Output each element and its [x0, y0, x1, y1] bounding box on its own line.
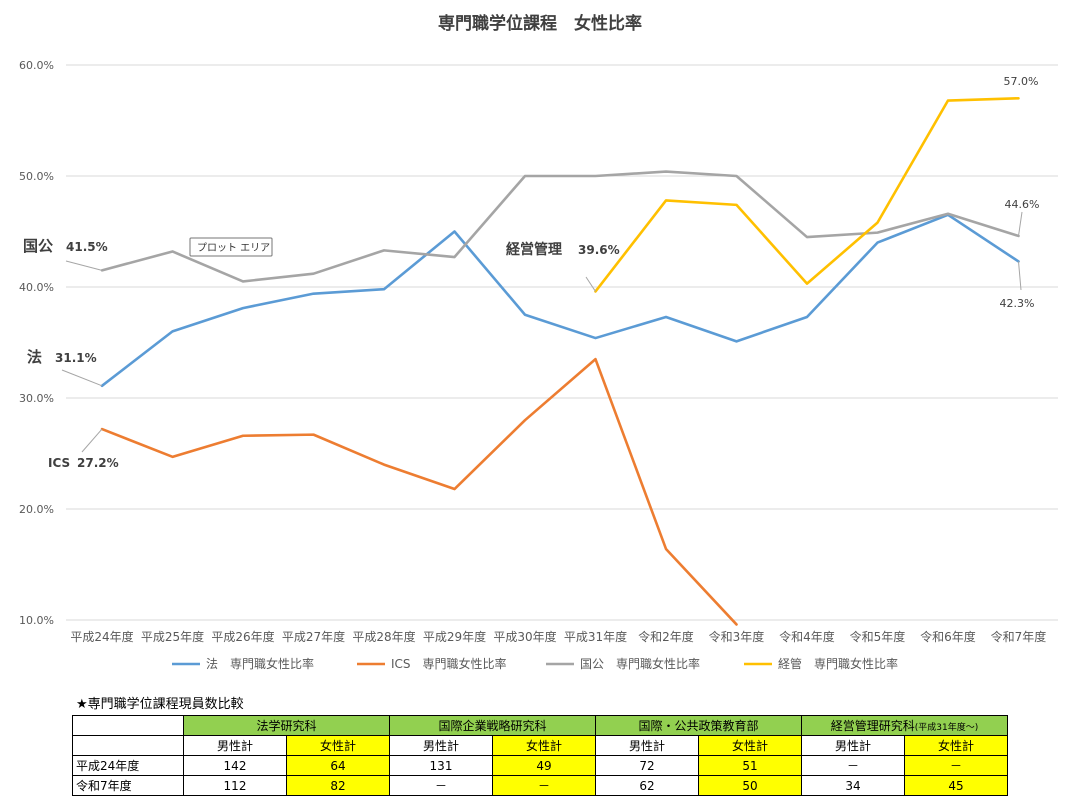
x-tick-label: 平成26年度 [211, 629, 274, 644]
subheader-male: 男性計 [389, 735, 493, 756]
annotation-label: 国公 [23, 237, 53, 255]
y-tick-label: 20.0% [19, 503, 54, 516]
group-header-public-policy: 国際・公共政策教育部 [595, 715, 802, 736]
subheader-male: 男性計 [801, 735, 905, 756]
subheader-blank [72, 735, 184, 756]
table-cell: 34 [801, 775, 905, 796]
series-line-1 [100, 213, 1020, 388]
annotation-label: ICS [48, 456, 70, 470]
subheader-female: 女性計 [698, 735, 802, 756]
table-cell: 49 [492, 755, 596, 776]
subheader-female: 女性計 [904, 735, 1008, 756]
table-cell: 72 [595, 755, 699, 776]
annotation-value: 39.6% [578, 243, 620, 257]
table-cell: 51 [698, 755, 802, 776]
subheader-female: 女性計 [492, 735, 596, 756]
table-cell: 82 [286, 775, 390, 796]
x-tick-label: 平成24年度 [70, 629, 133, 644]
series-line-4 [594, 97, 1020, 293]
x-tick-label: 令和3年度 [709, 629, 765, 644]
annotation-value: 42.3% [1000, 297, 1035, 310]
plot-area-tooltip-label: プロット エリア [197, 242, 270, 254]
x-tick-label: 令和2年度 [638, 629, 694, 644]
y-tick-label: 60.0% [19, 59, 54, 72]
leader-line [61, 369, 103, 387]
annotation-value: 57.0% [1004, 75, 1039, 88]
leader-line [1018, 261, 1022, 291]
subheader-female: 女性計 [286, 735, 390, 756]
x-tick-label: 平成28年度 [352, 629, 415, 644]
annotation-value: 31.1% [55, 351, 97, 365]
table-cell: 131 [389, 755, 493, 776]
y-tick-label: 10.0% [19, 614, 54, 627]
row-label: 令和7年度 [72, 775, 184, 796]
leader-line [65, 260, 103, 271]
annotation-value: 27.2% [77, 456, 119, 470]
comparison-table: 法学研究科 国際企業戦略研究科 国際・公共政策教育部 経営管理研究科(平成31年… [72, 715, 1008, 796]
x-tick-label: 令和4年度 [779, 629, 835, 644]
group-header-business: 経営管理研究科(平成31年度～) [801, 715, 1008, 736]
leader-line [585, 276, 596, 292]
x-tick-label: 令和5年度 [850, 629, 906, 644]
table-cell: 112 [183, 775, 287, 796]
table-cell: 62 [595, 775, 699, 796]
y-tick-label: 30.0% [19, 392, 54, 405]
leader-line [1018, 211, 1023, 237]
subheader-male: 男性計 [183, 735, 287, 756]
table-cell: － [801, 755, 905, 776]
legend-label-4: 経管 専門職女性比率 [778, 656, 898, 671]
group-header-law: 法学研究科 [183, 715, 390, 736]
line-chart: 専門職学位課程 女性比率 10.0% 20.0% 30.0% 40.0% 50.0% 60… [19, 13, 1058, 671]
row-label: 平成24年度 [72, 755, 184, 776]
x-tick-label: 令和7年度 [991, 629, 1047, 644]
x-tick-label: 平成30年度 [493, 629, 556, 644]
subheader-male: 男性計 [595, 735, 699, 756]
table-row: 平成24年度 142 64 131 49 72 51 － － [72, 755, 1008, 776]
x-tick-label: 平成25年度 [141, 629, 204, 644]
table-cell: － [389, 775, 493, 796]
annotation-label: 法 [27, 348, 42, 366]
chart-title: 専門職学位課程 女性比率 [438, 13, 642, 34]
x-tick-label: 令和6年度 [920, 629, 976, 644]
table-corner-cell [72, 715, 184, 736]
table-subheader-row: 男性計 女性計 男性計 女性計 男性計 女性計 男性計 女性計 [72, 735, 1008, 756]
table-cell: 64 [286, 755, 390, 776]
x-tick-label: 平成29年度 [423, 629, 486, 644]
table-title: ★専門職学位課程現員数比較 [76, 697, 244, 712]
table-cell: － [904, 755, 1008, 776]
table-group-header-row: 法学研究科 国際企業戦略研究科 国際・公共政策教育部 経営管理研究科(平成31年… [72, 715, 1008, 736]
annotation-value: 41.5% [66, 240, 108, 254]
y-tick-label: 40.0% [19, 281, 54, 294]
x-tick-label: 平成27年度 [282, 629, 345, 644]
table-cell: 50 [698, 775, 802, 796]
table-row: 令和7年度 112 82 － － 62 50 34 45 [72, 775, 1008, 796]
annotation-label: 経営管理 [506, 241, 562, 258]
legend-label-1: 法 専門職女性比率 [206, 656, 314, 671]
y-tick-label: 50.0% [19, 170, 54, 183]
table-cell: 45 [904, 775, 1008, 796]
table-cell: 142 [183, 755, 287, 776]
annotation-value: 44.6% [1005, 198, 1040, 211]
series-line-2 [100, 357, 738, 626]
x-tick-label: 平成31年度 [564, 629, 627, 644]
series-line-3 [100, 170, 1020, 283]
legend-label-3: 国公 専門職女性比率 [580, 656, 700, 671]
group-header-ics: 国際企業戦略研究科 [389, 715, 596, 736]
table-cell: － [492, 775, 596, 796]
leader-line [81, 428, 103, 453]
plot-area-tooltip: プロット エリア [189, 237, 273, 257]
legend-label-2: ICS 専門職女性比率 [391, 656, 507, 671]
